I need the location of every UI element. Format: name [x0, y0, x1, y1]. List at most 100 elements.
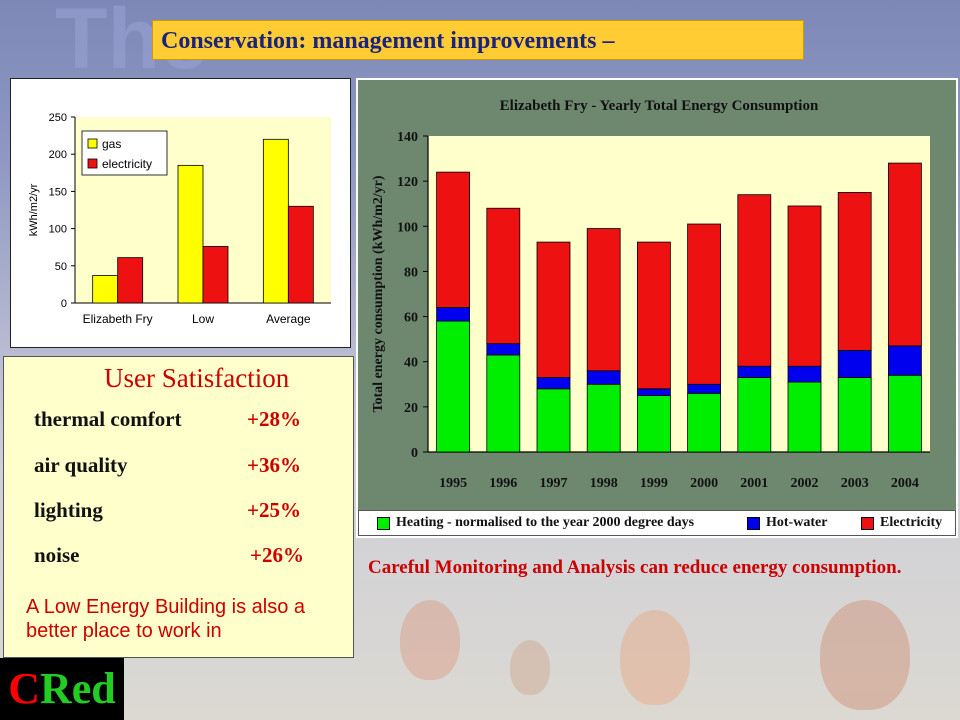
- bar-segment-heating: [586, 383, 621, 453]
- legend-swatch-gas: [87, 138, 98, 149]
- bar-segment-electricity: [536, 241, 571, 378]
- y-tick-label: 0: [61, 298, 67, 310]
- x-tick-label: 2002: [791, 476, 819, 491]
- y-tick-label: 40: [404, 356, 418, 371]
- chart-title: Elizabeth Fry - Yearly Total Energy Cons…: [500, 98, 819, 114]
- bar-segment-hotwater: [787, 365, 822, 383]
- y-tick-label: 50: [55, 261, 67, 273]
- x-tick-label: 2001: [740, 476, 768, 491]
- legend-swatch-electricity: [861, 516, 874, 530]
- y-axis-label: Total energy consumption (kWh/m2/yr): [371, 175, 386, 412]
- bar-segment-electricity: [636, 241, 671, 390]
- satisfaction-value-thermal: +28%: [247, 407, 301, 431]
- x-tick-label: 1996: [489, 476, 517, 491]
- bar-segment-hotwater: [737, 365, 772, 378]
- x-tick-label: 1999: [640, 476, 668, 491]
- slide-title: Conservation: management improvements –: [152, 20, 804, 60]
- legend-item-electricity: Electricity: [861, 515, 942, 531]
- monitoring-caption: Careful Monitoring and Analysis can redu…: [368, 557, 902, 578]
- cred-logo: CRed: [0, 658, 124, 720]
- x-tick-label: 1998: [590, 476, 618, 491]
- x-tick-label: Average: [266, 312, 311, 326]
- x-tick-label: Elizabeth Fry: [83, 312, 153, 326]
- satisfaction-label-lighting: lighting: [34, 498, 103, 522]
- bar-segment-heating: [837, 377, 872, 453]
- y-tick-label: 0: [411, 446, 418, 461]
- legend-label-electricity: Electricity: [880, 515, 943, 530]
- x-tick-label: 2000: [690, 476, 718, 491]
- bar-segment-heating: [536, 388, 571, 453]
- satisfaction-note: A Low Energy Building is also a better p…: [26, 596, 306, 642]
- bar-electricity: [202, 246, 229, 304]
- legend-label-gas: gas: [102, 137, 121, 151]
- yearly-energy-chart-svg: Elizabeth Fry - Yearly Total Energy Cons…: [371, 98, 930, 491]
- comparison-chart: 0 50 100 150 200 250 Elizabeth Fry Low Average kW…: [10, 78, 351, 348]
- y-tick-label: 120: [397, 175, 418, 190]
- bar-segment-hotwater: [837, 350, 872, 378]
- bar-segment-heating: [436, 320, 470, 453]
- bar-segment-heating: [787, 381, 822, 453]
- satisfaction-label-air: air quality: [34, 453, 128, 477]
- satisfaction-value-noise: +26%: [250, 543, 304, 567]
- x-tick-label: 2003: [841, 476, 869, 491]
- bar-segment-hotwater: [636, 388, 671, 396]
- balloon-decoration: [400, 600, 460, 680]
- x-tick-label: 2004: [891, 476, 919, 491]
- logo-letter-c: C: [8, 664, 40, 713]
- bar-segment-heating: [737, 377, 772, 453]
- legend-label-hotwater: Hot-water: [766, 515, 828, 530]
- satisfaction-value-air: +36%: [247, 453, 301, 477]
- satisfaction-label-thermal: thermal comfort: [34, 407, 182, 431]
- y-tick-label: 200: [49, 149, 67, 161]
- bar-segment-electricity: [737, 194, 772, 367]
- bar-segment-electricity: [888, 162, 922, 347]
- bar-segment-hotwater: [586, 370, 621, 385]
- legend-item-hotwater: Hot-water: [747, 515, 827, 531]
- balloon-decoration: [820, 600, 910, 710]
- legend-label-electricity: electricity: [102, 157, 152, 171]
- y-tick-label: 60: [404, 311, 418, 326]
- bar-electricity: [287, 205, 314, 304]
- balloon-decoration: [510, 640, 550, 695]
- bar-segment-heating: [888, 374, 922, 453]
- bar-segment-hotwater: [888, 345, 922, 376]
- bar-segment-electricity: [586, 228, 621, 372]
- balloon-decoration: [620, 610, 690, 705]
- bar-gas: [92, 275, 119, 304]
- bar-segment-heating: [486, 354, 521, 453]
- user-satisfaction-panel: User Satisfaction thermal comfort +28% a…: [3, 356, 354, 658]
- bar-segment-electricity: [787, 205, 822, 367]
- bar-electricity: [117, 257, 144, 304]
- bar-gas: [177, 164, 204, 304]
- x-tick-label: 1997: [540, 476, 568, 491]
- y-tick-label: 100: [397, 220, 418, 235]
- y-axis-label: kWh/m2/yr: [28, 183, 40, 236]
- bar-segment-hotwater: [486, 343, 521, 356]
- yearly-chart-legend: Heating - normalised to the year 2000 de…: [358, 510, 956, 536]
- y-tick-label: 150: [49, 186, 67, 198]
- bar-segment-electricity: [486, 207, 521, 345]
- x-tick-label: 1995: [439, 476, 467, 491]
- logo-letters-red: Red: [40, 664, 116, 713]
- y-tick-label: 100: [49, 224, 67, 236]
- legend-swatch-hotwater: [747, 516, 760, 530]
- y-tick-label: 140: [397, 130, 418, 145]
- comparison-chart-svg: 0 50 100 150 200 250 Elizabeth Fry Low Average kW…: [28, 112, 331, 326]
- bar-segment-electricity: [436, 171, 470, 308]
- bar-segment-hotwater: [436, 307, 470, 322]
- bar-gas: [262, 138, 289, 304]
- legend-item-heating: Heating - normalised to the year 2000 de…: [377, 515, 694, 531]
- x-tick-label: Low: [192, 312, 214, 326]
- bar-segment-heating: [687, 392, 722, 453]
- bar-segment-heating: [636, 395, 671, 453]
- bar-segment-electricity: [837, 192, 872, 351]
- bar-segment-hotwater: [536, 377, 571, 390]
- legend-swatch-electricity: [87, 158, 98, 169]
- yearly-energy-chart: Elizabeth Fry - Yearly Total Energy Cons…: [356, 78, 958, 538]
- y-tick-label: 20: [404, 401, 418, 416]
- legend-swatch-heating: [377, 516, 390, 530]
- satisfaction-heading: User Satisfaction: [104, 363, 290, 393]
- y-tick-label: 80: [404, 265, 418, 280]
- bar-segment-hotwater: [687, 383, 722, 394]
- y-tick-label: 250: [49, 112, 67, 124]
